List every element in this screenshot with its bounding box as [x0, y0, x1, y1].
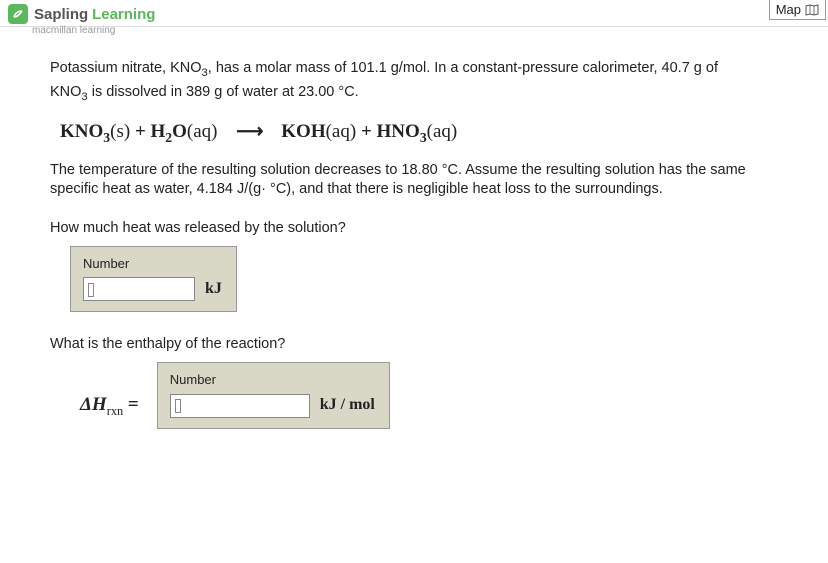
delta-h-symbol: ΔHrxn = [80, 392, 139, 420]
answer-box-2: Number kJ / mol [157, 362, 390, 428]
delta: ΔH [80, 394, 107, 415]
unit-label: kJ [205, 278, 222, 300]
logo-icon [8, 4, 28, 24]
unit-label: kJ / mol [320, 394, 375, 416]
text: Potassium nitrate, KNO [50, 60, 202, 76]
number-label: Number [83, 255, 222, 273]
equation: KNO3(s) + H2O(aq) ⟶ KOH(aq) + HNO3(aq) [60, 119, 788, 147]
text: KNO [50, 84, 81, 100]
brand-part2: Learning [92, 6, 155, 23]
enthalpy-row: ΔHrxn = Number kJ / mol [80, 362, 788, 450]
header: Sapling Learning [0, 0, 828, 27]
conditions-text: The temperature of the resulting solutio… [50, 161, 788, 197]
heat-input[interactable] [83, 277, 195, 301]
brand: Sapling Learning [34, 6, 155, 23]
question-1: How much heat was released by the soluti… [50, 218, 788, 238]
eq-term: O [172, 121, 187, 142]
text: The temperature of the resulting solutio… [50, 162, 746, 178]
map-label: Map [776, 2, 801, 17]
content: Potassium nitrate, KNO 3 , has a molar mas… [0, 40, 828, 461]
eq-term: KOH [281, 121, 325, 142]
eq-term: HNO [377, 121, 420, 142]
arrow-icon: ⟶ [236, 119, 262, 146]
text: , has a molar mass of 101.1 g/mol. In a … [208, 60, 718, 76]
problem-text: Potassium nitrate, KNO3, has a molar mas… [50, 58, 788, 105]
eq-state: (s) [110, 121, 130, 142]
eq-state: (aq) [326, 121, 357, 142]
text: specific heat as water, 4.184 J/(g· °C),… [50, 181, 663, 197]
eq-state: (aq) [427, 121, 458, 142]
eq-plus: + [130, 121, 150, 142]
map-button[interactable]: Map [769, 0, 826, 20]
sub-brand: macmillan learning [32, 25, 828, 40]
eq-term: H [151, 121, 166, 142]
number-label: Number [170, 371, 375, 389]
text: is dissolved in 389 g of water at 23.00 … [88, 84, 359, 100]
brand-part1: Sapling [34, 6, 88, 23]
enthalpy-input[interactable] [170, 394, 310, 418]
eq-term: KNO [60, 121, 103, 142]
eq-sub: 3 [420, 130, 427, 145]
equals: = [123, 394, 139, 415]
answer-box-1: Number kJ [70, 246, 237, 312]
rxn-sub: rxn [107, 404, 123, 418]
map-icon [805, 4, 819, 16]
eq-plus: + [356, 121, 376, 142]
eq-state: (aq) [187, 121, 218, 142]
question-2: What is the enthalpy of the reaction? [50, 334, 788, 354]
